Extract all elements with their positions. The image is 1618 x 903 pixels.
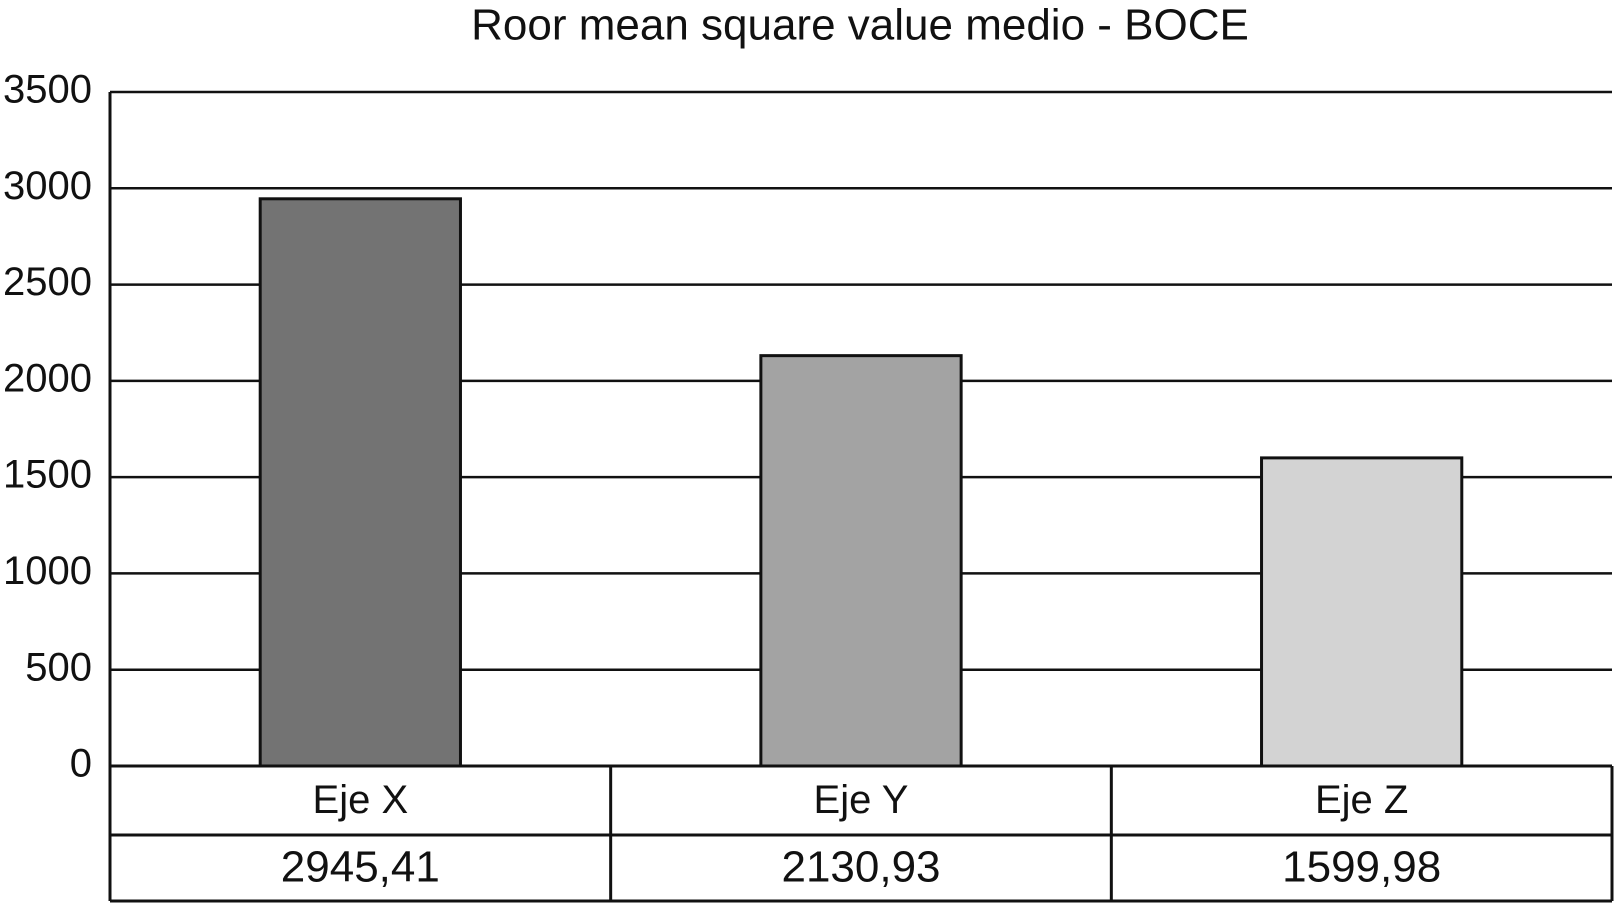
y-tick-label: 500: [25, 645, 92, 689]
value-label: 2130,93: [781, 843, 940, 892]
value-label: 1599,98: [1282, 843, 1441, 892]
y-tick-label: 2000: [3, 356, 92, 400]
y-tick-label: 1500: [3, 453, 92, 497]
chart-title: Roor mean square value medio - BOCE: [471, 1, 1249, 50]
y-tick-label: 3500: [3, 68, 92, 112]
bar: [1260, 456, 1464, 768]
y-tick-label: 2500: [3, 260, 92, 304]
y-tick-label: 1000: [3, 549, 92, 593]
y-tick-label: 3000: [3, 164, 92, 208]
value-label: 2945,41: [281, 843, 440, 892]
y-tick-label: 0: [70, 742, 92, 786]
x-tick-label: Eje X: [313, 778, 409, 822]
bar: [759, 354, 963, 768]
bar: [258, 197, 462, 768]
x-tick-label: Eje Y: [814, 778, 909, 822]
x-tick-label: Eje Z: [1315, 778, 1408, 822]
